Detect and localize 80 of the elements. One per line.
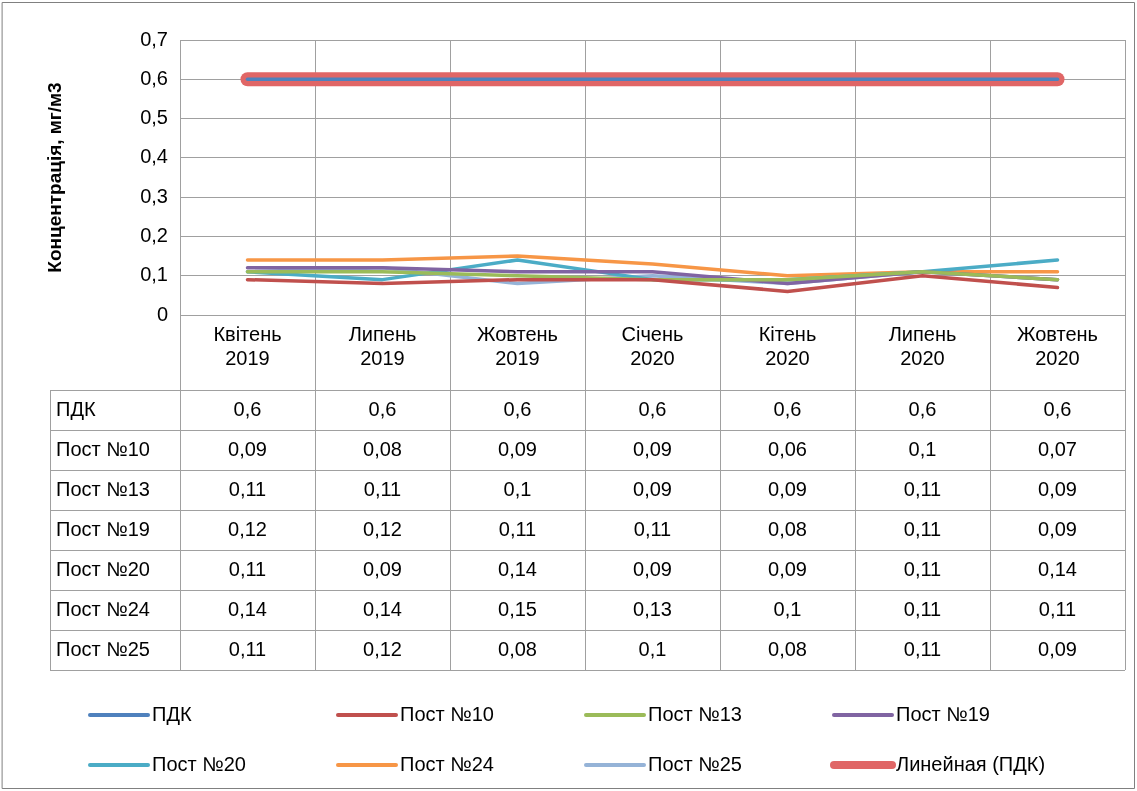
data-label: 0,09 (1038, 637, 1077, 660)
legend-label: Линейная (ПДК) (896, 752, 1046, 775)
data-label: 0,09 (363, 557, 402, 580)
x-tick-label: Жовтень 2019 (476, 322, 559, 369)
data-label: 0,1 (773, 597, 802, 620)
legend-label: Пост №13 (648, 702, 742, 725)
data-label: 0,14 (228, 597, 267, 620)
y-tick-label: 0,3 (140, 184, 168, 207)
text: Пост №19 (56, 517, 150, 540)
legend-label: Пост №19 (896, 702, 990, 725)
data-label: 0,11 (363, 477, 402, 500)
data-label: 0,08 (498, 637, 537, 660)
data-label: 0,6 (638, 397, 667, 420)
data-label: 0,09 (1038, 517, 1077, 540)
x-tick-label: Жовтень 2020 (1016, 322, 1099, 369)
data-label: 0,06 (768, 437, 807, 460)
data-label: 0,09 (768, 557, 807, 580)
x-tick-label: Кітень 2020 (758, 322, 817, 369)
data-label: 0,11 (903, 557, 942, 580)
data-label: 0,07 (1038, 437, 1077, 460)
data-label: 0,11 (903, 517, 942, 540)
x-tick-label: Січень 2020 (621, 322, 684, 369)
data-label: 0,11 (903, 597, 942, 620)
data-label: 0,11 (228, 557, 267, 580)
data-label: 0,1 (503, 477, 532, 500)
data-label: 0,6 (233, 397, 262, 420)
data-label: 0,14 (363, 597, 402, 620)
data-label: 0,11 (903, 637, 942, 660)
data-label: 0,11 (228, 637, 267, 660)
legend-label: ПДК (152, 702, 192, 725)
data-label: 0,08 (768, 517, 807, 540)
legend-label: Пост №24 (400, 752, 494, 775)
y-tick-label: 0,4 (140, 145, 168, 168)
data-label: 0,11 (498, 517, 537, 540)
data-label: 0,11 (1038, 597, 1077, 620)
text: Пост №25 (56, 637, 150, 660)
y-tick-label: 0,6 (140, 66, 168, 89)
data-label: 0,12 (228, 517, 267, 540)
data-label: 0,09 (633, 477, 672, 500)
data-label: 0,6 (1043, 397, 1072, 420)
y-tick-label: 0,5 (140, 106, 168, 129)
y-tick-label: 0 (156, 302, 168, 325)
data-label: 0,14 (498, 557, 537, 580)
data-label: 0,6 (368, 397, 397, 420)
data-label: 0,08 (363, 437, 402, 460)
legend-label: Пост №20 (152, 752, 246, 775)
data-label: 0,11 (228, 477, 267, 500)
x-tick-label: Квітень 2019 (213, 322, 282, 369)
text: Пост №20 (56, 557, 150, 580)
text: Пост №13 (56, 477, 150, 500)
y-tick-label: 0,2 (140, 223, 168, 246)
x-tick-label: Липень 2019 (348, 322, 417, 369)
data-label: 0,09 (633, 437, 672, 460)
text: ПДК (56, 397, 96, 420)
data-label: 0,11 (633, 517, 672, 540)
data-label: 0,13 (633, 597, 672, 620)
data-label: 0,1 (908, 437, 937, 460)
y-axis-title: Концентрація, мг/м3 (43, 82, 65, 273)
data-label: 0,08 (768, 637, 807, 660)
legend-label: Пост №25 (648, 752, 742, 775)
data-label: 0,09 (633, 557, 672, 580)
data-label: 0,6 (908, 397, 937, 420)
data-label: 0,6 (503, 397, 532, 420)
data-label: 0,09 (768, 477, 807, 500)
data-label: 0,15 (498, 597, 537, 620)
data-label: 0,09 (498, 437, 537, 460)
data-label: 0,11 (903, 477, 942, 500)
legend-label: Пост №10 (400, 702, 494, 725)
text: Пост №24 (56, 597, 150, 620)
data-label: 0,09 (228, 437, 267, 460)
data-label: 0,09 (1038, 477, 1077, 500)
data-label: 0,14 (1038, 557, 1077, 580)
y-tick-label: 0,1 (140, 263, 168, 286)
x-tick-label: Липень 2020 (888, 322, 957, 369)
text: Пост №10 (56, 437, 150, 460)
data-label: 0,6 (773, 397, 802, 420)
data-label: 0,12 (363, 517, 402, 540)
y-tick-label: 0,7 (140, 27, 168, 50)
data-label: 0,12 (363, 637, 402, 660)
data-label: 0,1 (638, 637, 667, 660)
